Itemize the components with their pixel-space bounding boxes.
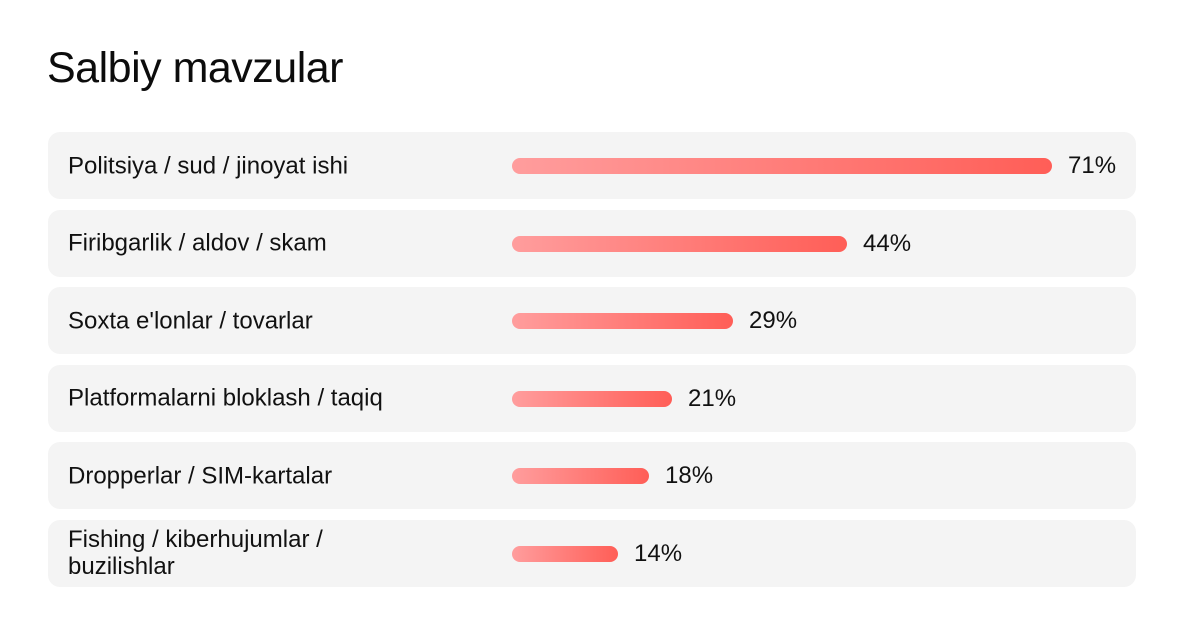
bar-value-label: 21% — [688, 384, 737, 412]
bar-value-label: 18% — [665, 462, 714, 490]
bar-label: Dropperlar / SIM-kartalar — [68, 462, 333, 490]
bar — [512, 158, 1052, 174]
bar-value-label: 29% — [749, 307, 798, 335]
bar-row: Politsiya / sud / jinoyat ishi 71% — [48, 132, 1136, 199]
bar-label: Fishing / kiberhujumlar / buzilishlar — [68, 526, 323, 581]
bar — [512, 545, 618, 562]
bar-row: Soxta e'lonlar / tovarlar 29% — [48, 287, 1136, 355]
bar-row: Platformalarni bloklash / taqiq 21% — [48, 364, 1136, 432]
bar — [512, 390, 672, 407]
chart-title: Salbiy mavzular — [47, 44, 344, 92]
bar-label: Politsiya / sud / jinoyat ishi — [68, 152, 349, 179]
bar — [512, 313, 733, 330]
bar-track: 29% — [512, 307, 1112, 334]
bar-list: Politsiya / sud / jinoyat ishi 71% Firib… — [48, 132, 1136, 598]
bar-track: 71% — [512, 152, 1116, 179]
bar-track: 18% — [512, 462, 1112, 489]
bar-label: Platformalarni bloklash / taqiq — [68, 384, 383, 412]
bar-track: 44% — [512, 230, 1112, 257]
bar-track: 21% — [512, 385, 1112, 412]
bar-value-label: 14% — [634, 539, 683, 567]
bar-track: 14% — [512, 540, 1112, 567]
bar-value-label: 44% — [863, 229, 912, 257]
bar-row: Fishing / kiberhujumlar / buzilishlar 14… — [48, 519, 1136, 587]
bar — [512, 235, 847, 252]
bar — [512, 468, 649, 485]
bar-label: Soxta e'lonlar / tovarlar — [68, 307, 313, 335]
bar-value-label: 71% — [1068, 152, 1117, 179]
bar-row: Firibgarlik / aldov / skam 44% — [48, 209, 1136, 277]
bar-label: Firibgarlik / aldov / skam — [68, 229, 327, 257]
bar-row: Dropperlar / SIM-kartalar 18% — [48, 442, 1136, 510]
